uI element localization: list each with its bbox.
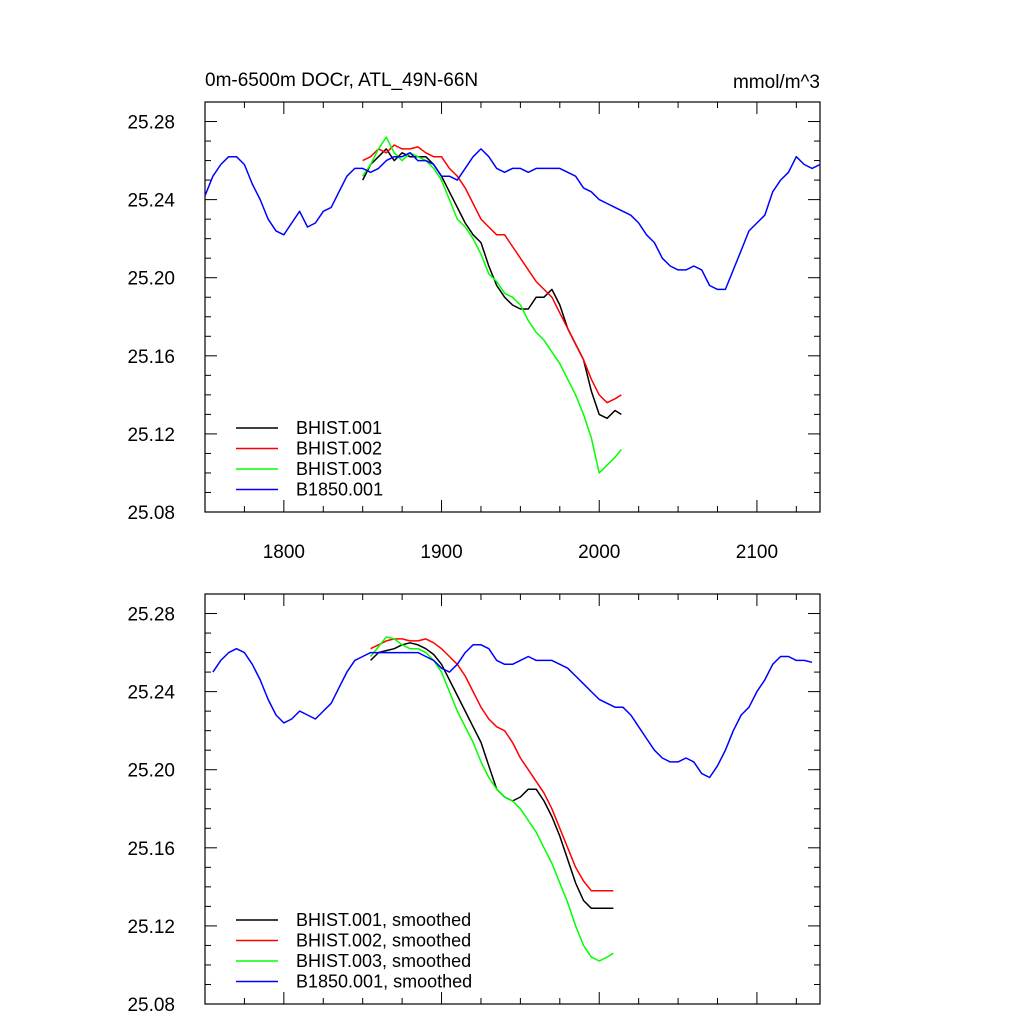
x-tick-label: 2100: [736, 542, 778, 563]
series-line-bhist-001-smoothed: [370, 642, 614, 910]
y-tick-label: 25.16: [127, 347, 175, 368]
plot-frame: [204, 593, 821, 1005]
y-tick-label: 25.08: [127, 503, 175, 524]
series-line-bhist-003-smoothed: [370, 636, 614, 962]
legend-label: BHIST.001: [296, 418, 382, 438]
y-tick-label: 25.28: [127, 113, 175, 134]
units-label: mmol/m^3: [733, 72, 820, 93]
series-line-bhist-002-smoothed: [370, 638, 614, 892]
y-tick-label: 25.28: [127, 605, 175, 626]
plot-frame: [204, 101, 821, 513]
legend-label: BHIST.001, smoothed: [296, 910, 471, 930]
series-line-b1850-001: [204, 148, 821, 291]
legend-label: BHIST.002: [296, 439, 382, 459]
y-tick-label: 25.24: [127, 683, 175, 704]
legend-label: BHIST.002, smoothed: [296, 931, 471, 951]
y-tick-label: 25.12: [127, 917, 175, 938]
legend-label: BHIST.003, smoothed: [296, 951, 471, 971]
y-tick-label: 25.24: [127, 191, 175, 212]
chart-title: 0m-6500m DOCr, ATL_49N-66N: [205, 70, 478, 91]
x-tick-label: 1800: [263, 542, 305, 563]
y-tick-label: 25.12: [127, 425, 175, 446]
y-tick-label: 25.08: [127, 995, 175, 1016]
series-line-bhist-003: [362, 136, 622, 474]
legend-label: BHIST.003: [296, 459, 382, 479]
series-line-b1850-001-smoothed: [212, 644, 813, 779]
y-tick-label: 25.20: [127, 269, 175, 290]
y-tick-label: 25.20: [127, 761, 175, 782]
x-tick-label: 1900: [420, 542, 462, 563]
legend-label: B1850.001, smoothed: [296, 972, 472, 992]
top-panel: 25.08 25.12 25.16 25.20 25.24 25.28 1800 1900 20…: [127, 70, 821, 563]
bottom-panel: 25.08 25.12 25.16 25.20 25.24 25.28 BHIST.001,…: [127, 593, 821, 1016]
series-line-bhist-001: [362, 148, 622, 420]
series-line-bhist-002: [362, 144, 622, 404]
legend-label: B1850.001: [296, 480, 383, 500]
x-tick-label: 2000: [578, 542, 620, 563]
y-tick-label: 25.16: [127, 839, 175, 860]
